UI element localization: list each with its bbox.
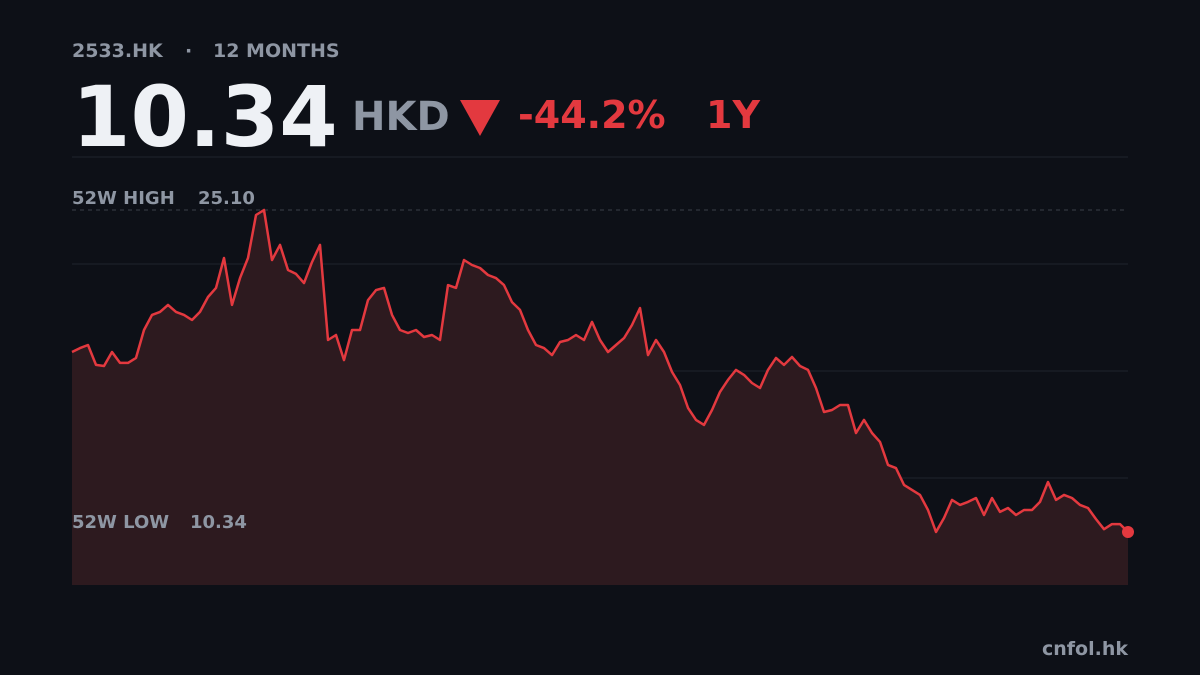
high-value: 25.10	[198, 188, 255, 209]
low-label: 52W LOW	[72, 512, 169, 533]
low-value: 10.34	[190, 512, 247, 533]
high-label: 52W HIGH	[72, 188, 175, 209]
source: cnfol.hk	[1042, 638, 1128, 660]
separator: ·	[185, 40, 192, 62]
price-line	[71, 208, 1129, 534]
down-arrow	[460, 100, 500, 136]
plot	[71, 208, 1134, 585]
period: 12 MONTHS	[213, 40, 340, 62]
last-point	[1122, 525, 1134, 538]
price: 10.34	[72, 68, 338, 166]
range: 1Y	[706, 93, 760, 137]
change: -44.2%	[518, 93, 666, 137]
area	[72, 210, 1128, 585]
currency: HKD	[352, 94, 450, 140]
ticker: 2533.HK	[72, 40, 164, 62]
